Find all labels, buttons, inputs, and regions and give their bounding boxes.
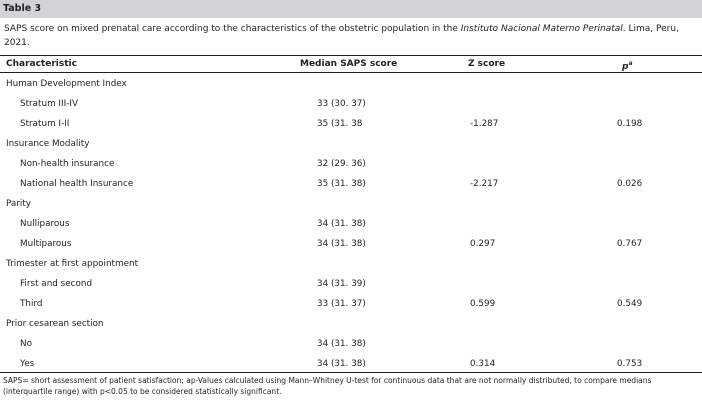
group-row: Parity [0, 197, 702, 211]
row-label: Yes [20, 359, 35, 369]
group-row: Prior cesarean section [0, 317, 702, 331]
z-score-cell: 0.297 [470, 239, 496, 249]
table-row: Nulliparous 34 (31. 38) [0, 217, 702, 231]
row-label: No [20, 339, 32, 349]
p-value-cell: 0.753 [617, 359, 643, 369]
header-p-superscript: a [628, 60, 633, 67]
header-bottom-rule [0, 72, 702, 73]
caption-suffix: . Lima, Peru, 2021. [4, 24, 679, 48]
table-row: Stratum III-IV 33 (30. 37) [0, 97, 702, 111]
table-row: National health Insurance 35 (31. 38) -2.2… [0, 177, 702, 191]
row-label: Stratum III-IV [20, 99, 79, 109]
z-score-cell: -2.217 [470, 179, 499, 189]
table-row: Non-health insurance 32 (29. 36) [0, 157, 702, 171]
median-cell: 34 (31. 38) [317, 339, 366, 349]
caption-text: SAPS score on mixed prenatal care accord… [4, 24, 461, 34]
p-value-cell: 0.026 [617, 179, 643, 189]
median-cell: 34 (31. 38) [317, 359, 366, 369]
median-cell: 34 (31. 38) [317, 219, 366, 229]
group-label: Insurance Modality [6, 139, 90, 149]
group-label: Parity [6, 199, 32, 209]
row-label: Non-health insurance [20, 159, 115, 169]
row-label: Stratum I-II [20, 119, 70, 129]
row-label: Multiparous [20, 239, 72, 249]
header-median-saps: Median SAPS score [300, 59, 398, 69]
p-value-cell: 0.198 [617, 119, 643, 129]
p-value-cell: 0.549 [617, 299, 643, 309]
median-cell: 34 (31. 39) [317, 279, 366, 289]
row-label: Nulliparous [20, 219, 70, 229]
group-row: Human Development Index [0, 77, 702, 91]
group-label: Prior cesarean section [6, 319, 104, 329]
median-cell: 35 (31. 38) [317, 179, 366, 189]
header-z-score: Z score [468, 59, 506, 69]
header-characteristic: Characteristic [6, 59, 77, 69]
table-row: No 34 (31. 38) [0, 337, 702, 351]
table-bottom-rule [0, 372, 702, 373]
median-cell: 34 (31. 38) [317, 239, 366, 249]
group-row: Trimester at first appointment [0, 257, 702, 271]
header-p-value: pa [622, 57, 633, 72]
z-score-cell: 0.599 [470, 299, 496, 309]
caption-institution: Instituto Nacional Materno Perinatal [460, 24, 623, 34]
table-footnote: SAPS= short assessment of patient satisf… [3, 376, 652, 396]
median-cell: 32 (29. 36) [317, 159, 366, 169]
z-score-cell: 0.314 [470, 359, 496, 369]
z-score-cell: -1.287 [470, 119, 499, 129]
row-label: Third [20, 299, 43, 309]
row-label: First and second [20, 279, 93, 289]
group-row: Insurance Modality [0, 137, 702, 151]
group-label: Trimester at first appointment [6, 259, 139, 269]
table-label: Table 3 [0, 0, 702, 18]
table-caption: SAPS score on mixed prenatal care accord… [4, 23, 694, 50]
header-top-rule [0, 55, 702, 56]
table-row: Third 33 (31. 37) 0.599 0.549 [0, 297, 702, 311]
table-row: Stratum I-II 35 (31. 38 -1.287 0.198 [0, 117, 702, 131]
table-row: Multiparous 34 (31. 38) 0.297 0.767 [0, 237, 702, 251]
median-cell: 35 (31. 38 [317, 119, 363, 129]
row-label: National health Insurance [20, 179, 134, 189]
table-row: First and second 34 (31. 39) [0, 277, 702, 291]
median-cell: 33 (31. 37) [317, 299, 366, 309]
table-row: Yes 34 (31. 38) 0.314 0.753 [0, 357, 702, 371]
median-cell: 33 (30. 37) [317, 99, 366, 109]
p-value-cell: 0.767 [617, 239, 643, 249]
header-p-letter: p [622, 62, 629, 72]
group-label: Human Development Index [6, 79, 127, 89]
